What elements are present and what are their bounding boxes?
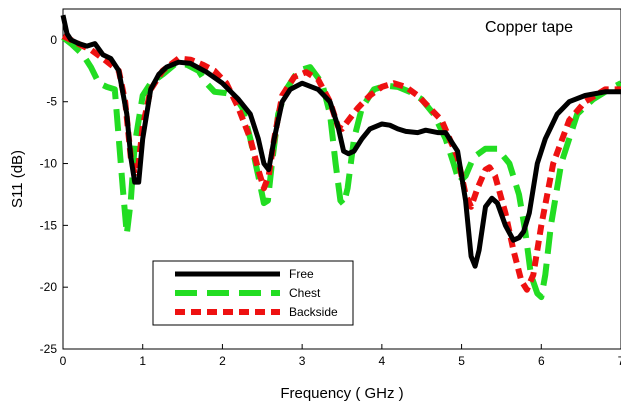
y-axis-ticks: 0 -5 -10 -15 -20 -25 — [40, 33, 68, 356]
x-tick-label: 1 — [139, 354, 146, 368]
y-tick-label: 0 — [50, 33, 57, 47]
y-tick-label: -25 — [40, 342, 58, 356]
y-tick-label: -5 — [46, 95, 57, 109]
y-tick-label: -10 — [40, 157, 58, 171]
x-axis-ticks: 0 1 2 3 4 5 6 7 — [60, 344, 621, 368]
x-tick-label: 7 — [618, 354, 621, 368]
y-tick-label: -15 — [40, 218, 58, 232]
x-tick-label: 6 — [538, 354, 545, 368]
legend: Free Chest Backside — [152, 260, 354, 326]
legend-label-chest: Chest — [289, 286, 321, 300]
x-axis-label: Frequency ( GHz ) — [280, 385, 403, 402]
series-line-free — [60, 14, 621, 269]
series-lines — [60, 14, 621, 301]
x-tick-label: 5 — [458, 354, 465, 368]
x-tick-label: 2 — [219, 354, 226, 368]
x-tick-label: 4 — [379, 354, 386, 368]
legend-label-backside: Backside — [289, 305, 338, 319]
y-axis-label: S11 (dB) — [9, 150, 26, 208]
plot-area-frame — [62, 8, 621, 350]
x-tick-label: 0 — [60, 354, 67, 368]
x-tick-label: 3 — [299, 354, 306, 368]
chart-annotation: Copper tape — [485, 19, 573, 36]
y-tick-label: -20 — [40, 280, 58, 294]
legend-label-free: Free — [289, 267, 314, 281]
